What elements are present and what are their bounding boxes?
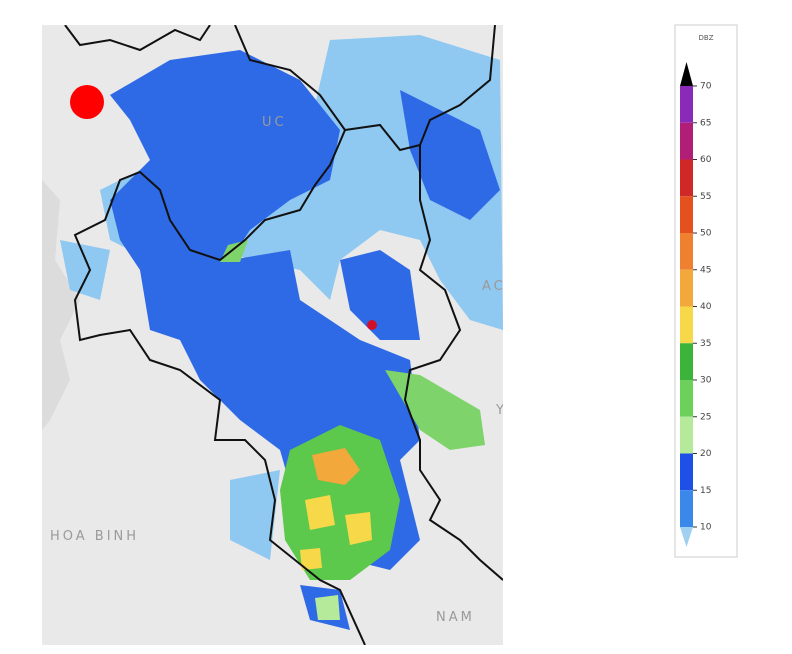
legend-swatch (680, 196, 693, 233)
legend-swatch (680, 490, 693, 527)
location-marker (70, 85, 104, 119)
map-label: AC (482, 279, 506, 294)
legend-tick-label: 50 (700, 229, 712, 239)
legend-unit: DBZ (699, 34, 714, 42)
terrain (42, 180, 80, 430)
legend-tick-label: 65 (700, 118, 711, 128)
legend-tick-label: 70 (700, 82, 712, 92)
rain-intense (300, 548, 322, 570)
legend-tick-label: 10 (700, 523, 712, 533)
legend-swatch (680, 86, 693, 123)
rain-light (230, 470, 280, 560)
legend-swatch (680, 233, 693, 270)
legend-swatch (680, 416, 693, 454)
legend-tick-label: 30 (700, 376, 712, 386)
map-label: NAM (436, 610, 475, 625)
map-label: HOA BINH (50, 529, 139, 544)
rain-light (60, 240, 110, 300)
rain-heavy (315, 595, 340, 620)
rain-intense (312, 448, 360, 485)
legend-under-arrow (680, 527, 693, 547)
rain-intense (345, 512, 372, 545)
legend-swatch (680, 122, 693, 160)
rain-moderate (400, 90, 500, 220)
location-marker (367, 320, 377, 330)
color-legend: DBZ 70 65 60 55 50 45 40 35 30 25 20 15 10 (674, 24, 738, 558)
legend-swatch (680, 269, 693, 307)
map-label: UC (262, 115, 287, 130)
map-label: Y (495, 403, 507, 418)
rain-heavy (280, 425, 400, 580)
legend-tick-label: 55 (700, 192, 711, 202)
legend-tick-label: 20 (700, 449, 712, 459)
legend-tick-label: 35 (700, 339, 711, 349)
radar-map: UC AC Y HOA BINH NAM (42, 25, 507, 645)
legend-swatch (680, 380, 693, 417)
rain-heavy (385, 370, 485, 450)
legend-tick-label: 45 (700, 265, 711, 275)
legend-swatch (680, 453, 693, 491)
legend-over-arrow (680, 62, 693, 86)
legend-tick-label: 15 (700, 486, 711, 496)
legend-tick-label: 60 (700, 155, 712, 165)
rain-heavy (220, 240, 248, 262)
legend-swatch (680, 306, 693, 344)
rain-intense (305, 495, 335, 530)
province-border (344, 25, 503, 581)
legend-swatch (680, 159, 693, 197)
legend-tick-label: 25 (700, 412, 711, 422)
rain-moderate (340, 250, 420, 340)
legend-swatch (680, 343, 693, 380)
province-border (64, 25, 366, 645)
legend-tick-label: 40 (700, 302, 712, 312)
